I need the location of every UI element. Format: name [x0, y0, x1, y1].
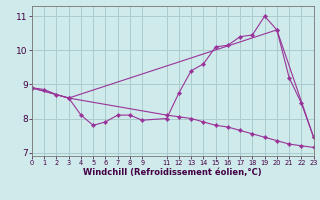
X-axis label: Windchill (Refroidissement éolien,°C): Windchill (Refroidissement éolien,°C) — [84, 168, 262, 177]
